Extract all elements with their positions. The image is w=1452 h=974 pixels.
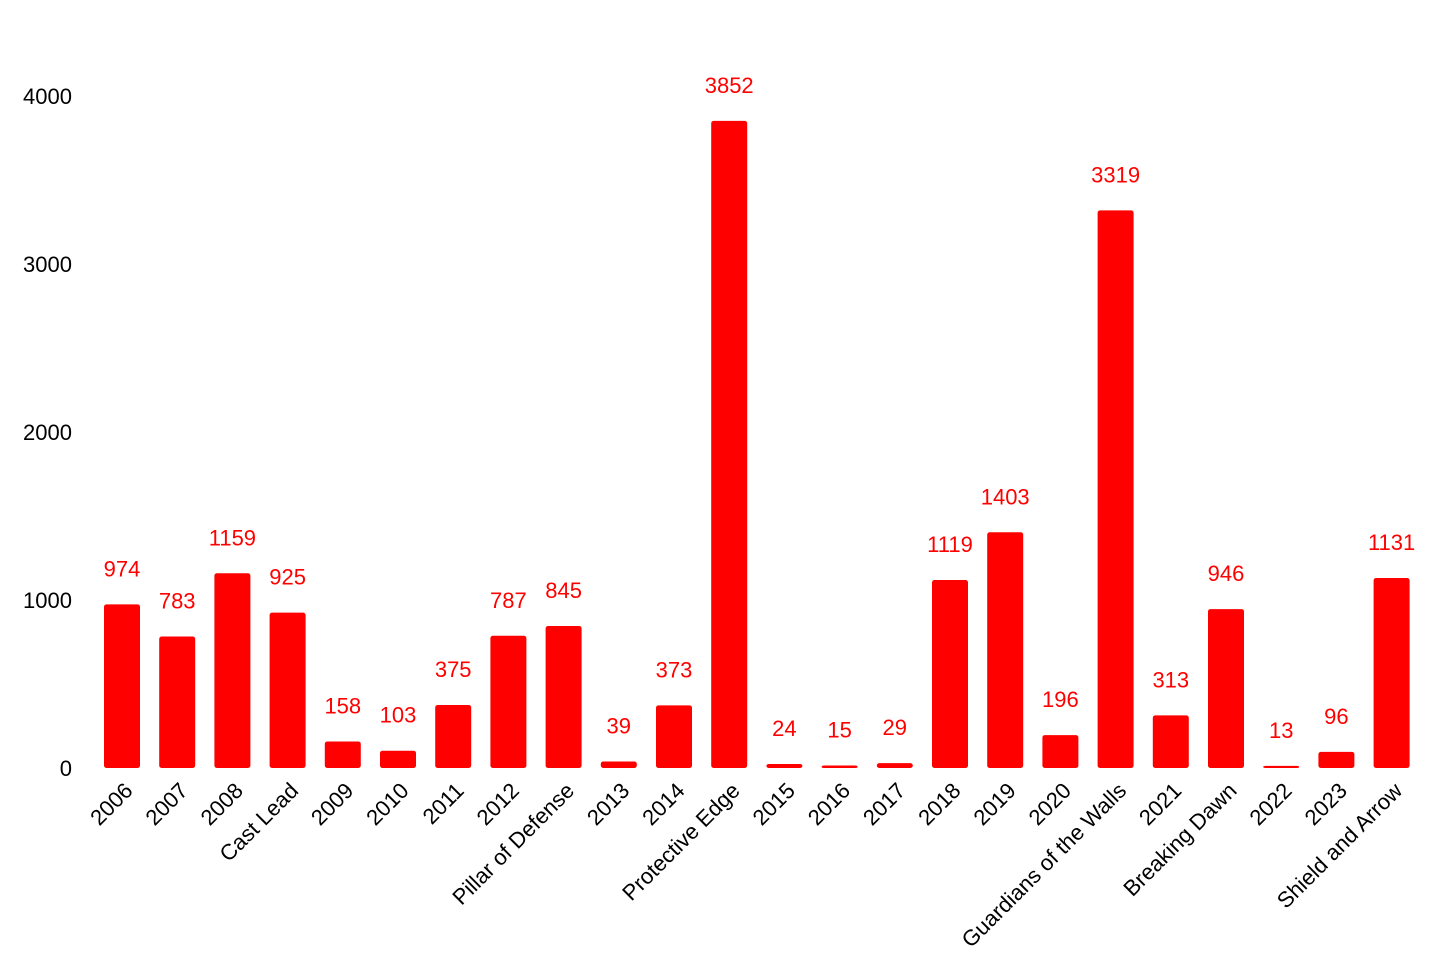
bar	[600, 761, 637, 768]
data-label: 1403	[981, 484, 1030, 509]
bar	[104, 604, 140, 768]
bar	[876, 763, 913, 768]
bar	[656, 705, 692, 768]
data-label: 946	[1208, 561, 1245, 586]
data-labels: 974 783 1159 925 158 103 375 787 845 39 373 3852 24 1…	[104, 73, 1416, 743]
bar	[269, 612, 306, 768]
bar	[766, 763, 803, 768]
x-tick-label: 2016	[803, 778, 855, 830]
data-label: 103	[380, 703, 417, 728]
data-label: 3852	[705, 73, 754, 98]
data-label: 974	[104, 556, 141, 581]
bar	[1152, 715, 1189, 768]
bar	[821, 765, 858, 768]
y-tick-label: 1000	[23, 588, 72, 613]
data-label: 13	[1269, 718, 1293, 743]
x-tick-label: 2010	[361, 778, 413, 830]
data-label: 1119	[927, 532, 973, 557]
data-label: 3319	[1091, 162, 1140, 187]
x-tick-label: 2006	[85, 778, 137, 830]
y-tick-label: 0	[60, 756, 72, 781]
x-tick-label: 2022	[1244, 778, 1296, 830]
data-label: 375	[435, 657, 472, 682]
bar	[932, 580, 968, 768]
data-label: 158	[324, 693, 361, 718]
x-tick-label: 2018	[913, 778, 965, 830]
y-axis: 0 1000 2000 3000 4000	[23, 84, 72, 781]
data-label: 313	[1152, 667, 1189, 692]
data-label: 15	[827, 717, 851, 742]
bar	[1318, 751, 1355, 768]
data-label: 24	[772, 716, 796, 741]
data-label: 787	[490, 588, 527, 613]
y-tick-label: 4000	[23, 84, 72, 109]
data-label: 1131	[1368, 530, 1415, 555]
bar-series	[104, 120, 1410, 768]
bar	[1097, 210, 1134, 768]
data-label: 1159	[209, 525, 256, 550]
bar	[435, 705, 472, 768]
bar	[159, 636, 196, 768]
data-label: 29	[883, 715, 907, 740]
bar	[987, 532, 1024, 768]
bar	[711, 120, 748, 768]
x-tick-label: 2017	[858, 778, 910, 830]
bar	[1263, 765, 1300, 768]
y-tick-label: 3000	[23, 252, 72, 277]
bar	[1208, 609, 1244, 768]
data-label: 96	[1324, 704, 1348, 729]
data-label: 196	[1042, 687, 1079, 712]
x-tick-label: 2011	[418, 778, 469, 829]
bar	[324, 741, 361, 768]
data-label: 925	[269, 565, 306, 590]
x-tick-label: 2007	[140, 778, 192, 830]
x-tick-label: 2015	[748, 778, 800, 830]
y-tick-label: 2000	[23, 420, 72, 445]
bar	[490, 635, 527, 768]
x-tick-label: 2013	[582, 778, 634, 830]
bar	[545, 626, 582, 768]
x-tick-label: 2009	[306, 778, 358, 830]
bar	[380, 750, 416, 768]
bar	[1042, 735, 1079, 768]
bar	[214, 573, 251, 768]
data-label: 783	[159, 588, 196, 613]
data-label: 39	[607, 713, 631, 738]
data-label: 373	[656, 657, 693, 682]
bar	[1373, 577, 1410, 768]
data-label: 845	[545, 578, 582, 603]
x-tick-label: 2019	[968, 778, 1020, 830]
